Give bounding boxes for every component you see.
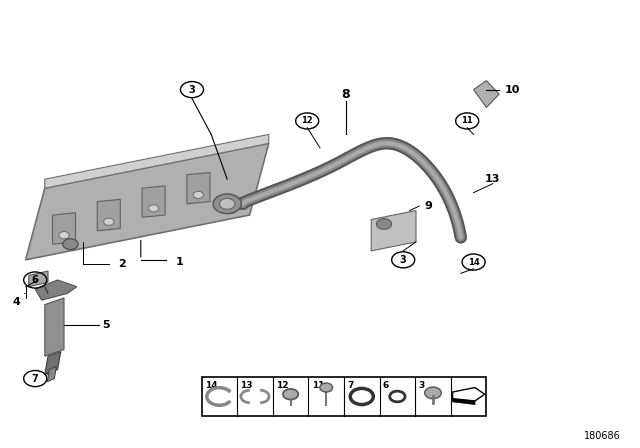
Text: 1: 1 <box>175 257 183 267</box>
Text: 8: 8 <box>341 87 350 101</box>
Polygon shape <box>35 280 77 300</box>
Text: 13: 13 <box>241 381 253 390</box>
Text: 12: 12 <box>301 116 313 125</box>
Polygon shape <box>452 399 475 405</box>
Polygon shape <box>45 134 269 188</box>
Text: 7: 7 <box>347 381 353 390</box>
Text: 4: 4 <box>12 297 20 307</box>
Circle shape <box>104 218 114 225</box>
Circle shape <box>350 388 373 405</box>
Circle shape <box>320 383 333 392</box>
Circle shape <box>283 389 298 400</box>
Text: 11: 11 <box>312 381 324 390</box>
FancyBboxPatch shape <box>202 377 486 416</box>
Polygon shape <box>371 211 416 251</box>
Polygon shape <box>47 366 56 382</box>
Text: 3: 3 <box>400 255 406 265</box>
Circle shape <box>63 239 78 250</box>
Text: 180686: 180686 <box>584 431 621 441</box>
Text: 14: 14 <box>205 381 218 390</box>
Text: 13: 13 <box>485 174 500 184</box>
Text: 3: 3 <box>419 381 425 390</box>
Circle shape <box>193 191 204 198</box>
Polygon shape <box>45 298 64 356</box>
Polygon shape <box>97 199 120 231</box>
Circle shape <box>148 205 159 212</box>
Text: 2: 2 <box>118 259 125 269</box>
Text: 3: 3 <box>189 85 195 95</box>
Polygon shape <box>142 186 165 217</box>
Polygon shape <box>474 81 499 108</box>
Text: 6: 6 <box>383 381 389 390</box>
Circle shape <box>220 198 235 209</box>
Circle shape <box>59 232 69 239</box>
Text: 12: 12 <box>276 381 289 390</box>
Polygon shape <box>29 271 48 287</box>
Text: 10: 10 <box>504 85 520 95</box>
Circle shape <box>213 194 241 214</box>
Text: 5: 5 <box>102 320 109 330</box>
Polygon shape <box>52 213 76 244</box>
Circle shape <box>390 391 405 402</box>
Polygon shape <box>26 143 269 260</box>
Circle shape <box>425 387 442 399</box>
Polygon shape <box>452 388 484 401</box>
Text: 9: 9 <box>425 201 433 211</box>
Polygon shape <box>45 352 61 374</box>
Text: 11: 11 <box>461 116 473 125</box>
Circle shape <box>376 219 392 229</box>
Text: 6: 6 <box>32 275 38 285</box>
Polygon shape <box>187 172 210 204</box>
Text: 7: 7 <box>32 374 38 383</box>
Text: 14: 14 <box>468 258 479 267</box>
